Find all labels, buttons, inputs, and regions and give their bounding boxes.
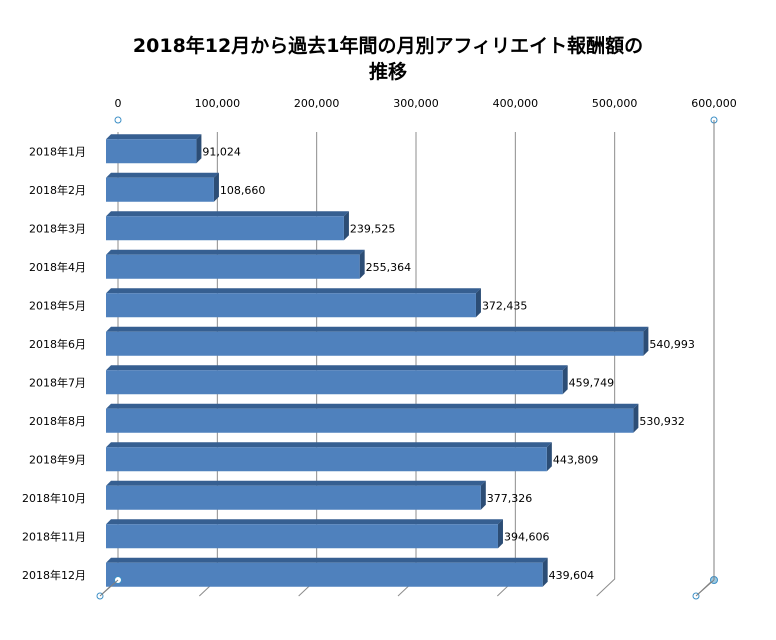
- gridline: [596, 132, 616, 597]
- bar-top-face: [106, 442, 552, 448]
- category-label: 2018年4月: [29, 260, 86, 274]
- data-label: 439,604: [549, 569, 595, 582]
- x-tick-label: 200,000: [294, 97, 340, 110]
- x-tick-label: 300,000: [393, 97, 439, 110]
- bar-front-face: [106, 293, 476, 318]
- bar-side-face: [497, 519, 503, 549]
- category-label: 2018年11月: [22, 529, 86, 543]
- selection-handles: [96, 116, 718, 600]
- bar-side-face: [480, 480, 486, 510]
- data-label: 443,809: [553, 453, 599, 466]
- bar-front-face: [106, 216, 344, 241]
- bar: [106, 172, 219, 202]
- x-tick-label: 100,000: [195, 97, 241, 110]
- category-label: 2018年5月: [29, 298, 86, 312]
- bar-top-face: [106, 365, 568, 371]
- data-label: 108,660: [220, 184, 266, 197]
- bar: [106, 211, 349, 241]
- bar-side-face: [343, 211, 349, 241]
- category-label: 2018年1月: [29, 144, 86, 158]
- bar-side-face: [359, 249, 365, 279]
- bar: [106, 519, 503, 549]
- bar-top-face: [106, 172, 219, 178]
- bar-front-face: [106, 139, 197, 164]
- category-label: 2018年9月: [29, 452, 86, 466]
- data-label: 372,435: [482, 299, 528, 312]
- bar-front-face: [106, 254, 360, 279]
- bar-side-face: [196, 134, 202, 164]
- data-label: 459,749: [569, 376, 615, 389]
- y-axis-category-labels: 2018年1月 2018年2月 2018年3月 2018年4月 2018年5月 2018年…: [22, 144, 86, 582]
- data-label: 540,993: [649, 338, 695, 351]
- bar-top-face: [106, 480, 486, 486]
- bar-side-face: [562, 365, 568, 395]
- bar: [106, 249, 365, 279]
- selection-handle[interactable]: [114, 116, 122, 124]
- x-tick-label: 600,000: [691, 97, 737, 110]
- x-axis-tick-labels: 0 100,000 200,000 300,000 400,000 500,000 600,…: [115, 97, 737, 110]
- bar-top-face: [106, 326, 649, 332]
- bar: [106, 134, 202, 164]
- bar-top-face: [106, 519, 503, 525]
- bar-front-face: [106, 177, 214, 202]
- axis-edge-line: [99, 579, 119, 597]
- data-label: 91,024: [202, 145, 241, 158]
- bar-front-face: [106, 408, 634, 433]
- bar-side-face: [546, 442, 552, 472]
- category-label: 2018年3月: [29, 221, 86, 235]
- data-label: 377,326: [487, 492, 533, 505]
- category-label: 2018年7月: [29, 375, 86, 389]
- data-label: 255,364: [366, 261, 412, 274]
- bar: [106, 403, 639, 433]
- bar-front-face: [106, 485, 481, 510]
- category-label: 2018年8月: [29, 414, 86, 428]
- x-tick-label: 400,000: [493, 97, 539, 110]
- gridline: [695, 132, 715, 597]
- bar: [106, 557, 548, 587]
- bar: [106, 288, 481, 318]
- bar-side-face: [643, 326, 649, 356]
- chart-title-line2: 推移: [369, 60, 407, 83]
- category-label: 2018年2月: [29, 183, 86, 197]
- bar: [106, 365, 568, 395]
- x-tick-label: 0: [115, 97, 122, 110]
- bar-front-face: [106, 331, 644, 356]
- bar-top-face: [106, 288, 481, 294]
- bar-side-face: [475, 288, 481, 318]
- bar-top-face: [106, 211, 349, 217]
- axis-edge-line: [695, 579, 715, 597]
- category-label: 2018年10月: [22, 491, 86, 505]
- bar: [106, 442, 552, 472]
- data-label: 394,606: [504, 530, 550, 543]
- category-label: 2018年12月: [22, 568, 86, 582]
- category-label: 2018年6月: [29, 337, 86, 351]
- bar-top-face: [106, 249, 365, 255]
- bars: [106, 134, 649, 587]
- data-labels: 91,024 108,660 239,525 255,364 372,435 540,99…: [202, 145, 694, 582]
- bar-side-face: [213, 172, 219, 202]
- bar-top-face: [106, 557, 548, 563]
- bar-side-face: [633, 403, 639, 433]
- data-label: 530,932: [639, 415, 685, 428]
- bar-front-face: [106, 562, 543, 587]
- bar-front-face: [106, 447, 547, 472]
- bar-front-face: [106, 524, 498, 549]
- bar-side-face: [542, 557, 548, 587]
- bar-top-face: [106, 403, 639, 409]
- bar: [106, 480, 486, 510]
- data-label: 239,525: [350, 222, 396, 235]
- bar-front-face: [106, 370, 563, 395]
- bar-top-face: [106, 134, 202, 140]
- chart-title-line1: 2018年12月から過去1年間の月別アフィリエイト報酬額の: [133, 34, 643, 57]
- bar: [106, 326, 649, 356]
- x-tick-label: 500,000: [592, 97, 638, 110]
